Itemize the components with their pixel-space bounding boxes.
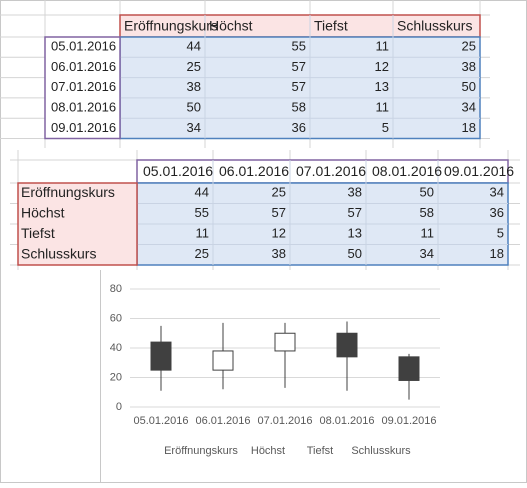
legend-label: Eröffnungskurs <box>164 445 238 457</box>
cell: 12 <box>272 226 286 241</box>
cell: 57 <box>348 205 362 220</box>
cell: 44 <box>187 39 201 54</box>
x-tick-label: 05.01.2016 <box>133 415 188 427</box>
candle-body <box>150 341 172 371</box>
cell: 50 <box>187 99 201 114</box>
cell: 50 <box>420 185 434 200</box>
candle-body <box>336 332 358 358</box>
cell: 25 <box>272 185 286 200</box>
column-header: 05.01.2016 <box>143 163 213 179</box>
column-header: 06.01.2016 <box>219 163 289 179</box>
x-tick-label: 07.01.2016 <box>257 415 312 427</box>
legend-label: Schlusskurs <box>351 445 411 457</box>
row-header-range <box>17 182 138 266</box>
cell: 12 <box>375 59 389 74</box>
cell: 34 <box>187 120 201 135</box>
cell: 44 <box>195 185 209 200</box>
cell: 25 <box>195 246 209 261</box>
cell: 13 <box>348 226 362 241</box>
column-header: 09.01.2016 <box>444 163 514 179</box>
legend-label: Tiefst <box>307 445 334 457</box>
cell: 55 <box>292 39 306 54</box>
cell: 11 <box>376 99 390 114</box>
y-tick-label: 20 <box>110 371 122 383</box>
cell: 38 <box>272 246 286 261</box>
row-header: Eröffnungskurs <box>21 184 115 200</box>
legend-label: Höchst <box>251 445 285 457</box>
column-header: Schlusskurs <box>397 18 472 34</box>
cell: 58 <box>292 99 306 114</box>
column-header: Höchst <box>209 18 253 34</box>
cell: 38 <box>348 185 362 200</box>
row-header: 09.01.2016 <box>51 120 116 135</box>
cell: 18 <box>490 246 504 261</box>
x-tick-label: 08.01.2016 <box>319 415 374 427</box>
cell: 34 <box>420 246 434 261</box>
row-header: 06.01.2016 <box>51 59 116 74</box>
cell: 11 <box>376 39 390 54</box>
row-header: 05.01.2016 <box>51 39 116 54</box>
cell: 13 <box>375 79 389 94</box>
x-tick-label: 09.01.2016 <box>381 415 436 427</box>
row-header: Tiefst <box>21 225 55 241</box>
cell: 5 <box>382 120 389 135</box>
row-header: Höchst <box>21 204 65 220</box>
cell: 38 <box>187 79 201 94</box>
cell: 50 <box>462 79 476 94</box>
cell: 36 <box>292 120 306 135</box>
cell: 57 <box>292 79 306 94</box>
y-tick-label: 80 <box>110 283 122 295</box>
cell: 34 <box>462 99 476 114</box>
cell: 38 <box>462 59 476 74</box>
cell: 34 <box>490 185 504 200</box>
cell: 11 <box>196 226 210 241</box>
y-tick-label: 40 <box>110 342 122 354</box>
column-header: Eröffnungskurs <box>124 18 218 34</box>
column-header: 07.01.2016 <box>296 163 366 179</box>
candle-body <box>212 350 234 371</box>
cell: 25 <box>187 59 201 74</box>
cell: 57 <box>272 205 286 220</box>
row-header-range <box>44 36 121 140</box>
cell: 58 <box>420 205 434 220</box>
y-tick-label: 60 <box>110 312 122 324</box>
cell: 18 <box>462 120 476 135</box>
column-header: Tiefst <box>314 18 348 34</box>
cell: 11 <box>421 226 435 241</box>
cell: 5 <box>497 226 504 241</box>
x-tick-label: 06.01.2016 <box>195 415 250 427</box>
candle-body <box>274 332 296 352</box>
row-header: Schlusskurs <box>21 245 96 261</box>
candle-body <box>398 356 420 381</box>
cell: 57 <box>292 59 306 74</box>
cell: 55 <box>195 205 209 220</box>
row-header: 08.01.2016 <box>51 99 116 114</box>
y-tick-label: 0 <box>116 401 122 413</box>
row-header: 07.01.2016 <box>51 79 116 94</box>
column-header: 08.01.2016 <box>372 163 442 179</box>
cell: 50 <box>348 246 362 261</box>
cell: 25 <box>462 39 476 54</box>
cell: 36 <box>490 205 504 220</box>
